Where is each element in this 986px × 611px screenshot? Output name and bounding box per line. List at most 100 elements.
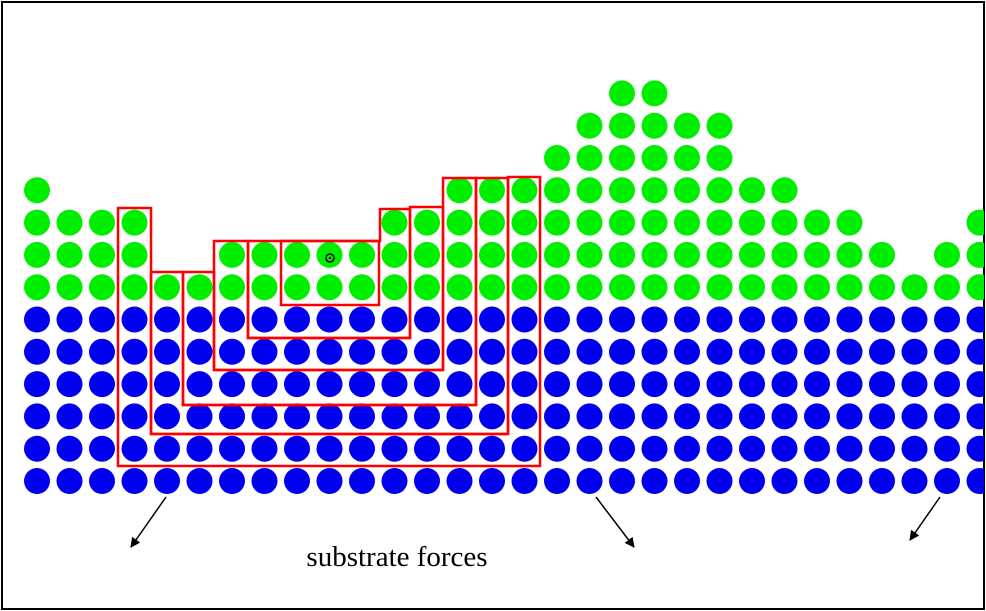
film-atom [609,112,635,139]
film-atom [154,274,180,301]
film-atom [414,274,440,301]
substrate-atom [901,306,928,333]
substrate-atom [446,468,473,494]
substrate-atom [739,468,765,494]
film-atom [641,112,668,139]
film-atom [89,241,115,268]
substrate-atom [56,403,83,430]
substrate-atom [511,435,538,462]
film-atom [511,177,538,204]
substrate-atom [446,435,473,462]
substrate-atom [771,338,798,365]
substrate-atom [934,435,960,462]
film-atom [609,177,635,204]
substrate-atom [609,338,635,365]
substrate-atom [641,306,668,333]
substrate-atom [251,435,278,462]
substrate-atom [544,435,570,462]
substrate-atom [869,338,895,365]
substrate-atom [251,338,278,365]
film-atom [219,241,245,268]
film-atom [771,209,798,236]
substrate-atom [479,371,505,398]
substrate-atom [609,468,635,494]
substrate-atom [24,371,50,398]
arrow [130,496,167,548]
substrate-atom [89,338,115,365]
film-atom [674,145,700,171]
substrate-atom [901,435,928,462]
film-atom [24,209,50,236]
substrate-atom [284,306,310,333]
film-atom [284,274,310,301]
substrate-atom [934,338,960,365]
substrate-atom [24,403,50,430]
film-atom [576,145,603,171]
film-atom [284,241,310,268]
film-atom [706,112,733,139]
substrate-atom [836,468,863,494]
substrate-atom [284,338,310,365]
substrate-atom [349,468,375,494]
film-atom [674,112,700,139]
film-atom [674,177,700,204]
substrate-atom [284,403,310,430]
film-atom [381,274,408,301]
film-atom [251,241,278,268]
film-atom [511,274,538,301]
substrate-atom [934,468,960,494]
film-atom [479,177,505,204]
film-atom [706,145,733,171]
film-atom [576,274,603,301]
substrate-atom [316,371,343,398]
substrate-atom [609,306,635,333]
substrate-atom [706,338,733,365]
substrate-atom [284,371,310,398]
substrate-atom [674,403,700,430]
film-atom [544,274,570,301]
substrate-atom [706,435,733,462]
substrate-atom [56,468,83,494]
film-atom [24,274,50,301]
substrate-atom [154,306,180,333]
substrate-atom [576,435,603,462]
marked-atom-center [328,256,332,260]
substrate-atom [89,403,115,430]
substrate-atom [349,371,375,398]
film-atom [89,274,115,301]
film-atom [576,209,603,236]
substrate-atom [284,435,310,462]
substrate-atom [446,371,473,398]
substrate-atom [381,306,408,333]
substrate-atom [771,403,798,430]
substrate-atom [121,338,148,365]
film-atom [576,112,603,139]
substrate-atom [576,338,603,365]
film-atom [804,241,830,268]
substrate-atom [771,306,798,333]
film-atom [706,177,733,204]
substrate-atom [479,306,505,333]
substrate-atom [576,306,603,333]
substrate-atom [24,306,50,333]
film-atom [446,209,473,236]
film-atom [641,177,668,204]
substrate-atom [219,338,245,365]
film-atom [479,209,505,236]
substrate-atom [414,338,440,365]
substrate-atom [186,435,213,462]
substrate-atom [836,371,863,398]
film-atom [869,241,895,268]
film-atom [446,274,473,301]
substrate-atom [511,403,538,430]
film-atom [739,274,765,301]
substrate-atom [24,338,50,365]
film-atom [186,274,213,301]
substrate-atom [186,468,213,494]
film-atom [706,209,733,236]
film-atom [771,241,798,268]
substrate-atom [251,468,278,494]
substrate-atom [414,371,440,398]
substrate-atom [89,306,115,333]
film-atom [316,274,343,301]
